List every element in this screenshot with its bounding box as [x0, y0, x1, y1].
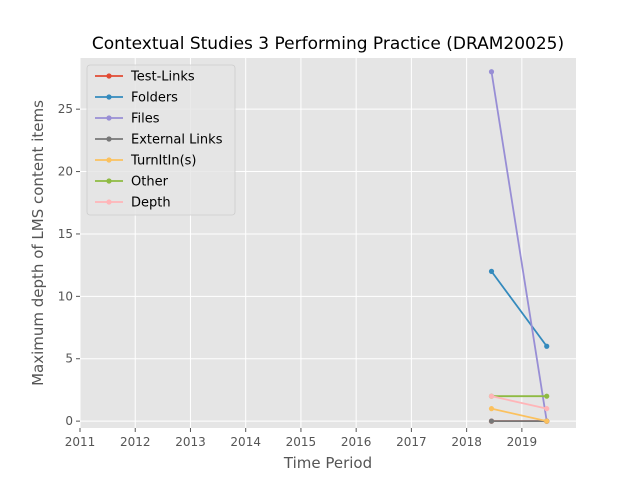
x-tick-label: 2017: [396, 435, 427, 449]
data-point: [488, 69, 495, 75]
series-line: [491, 407, 547, 423]
series-line: [490, 270, 548, 347]
data-point: [544, 343, 550, 349]
series-layer: [488, 69, 550, 424]
legend-frame: [86, 64, 236, 216]
y-tick-label: 0: [65, 414, 73, 428]
x-tick-label: 2012: [120, 435, 151, 449]
legend-label: TurnItIn(s): [130, 154, 196, 169]
data-point: [488, 406, 495, 412]
y-tick-label: 15: [58, 227, 73, 241]
legend-marker: [106, 115, 112, 121]
legend-label: Other: [131, 175, 169, 190]
legend-item: Other: [95, 175, 169, 190]
legend-label: External Links: [131, 133, 223, 148]
x-tick-label: 2014: [230, 435, 261, 449]
data-point: [488, 268, 495, 274]
data-point: [544, 418, 550, 424]
x-tick-label: 2018: [451, 435, 482, 449]
gridlines: [79, 58, 576, 428]
legend-item: Files: [95, 112, 160, 127]
series-folders: [488, 268, 550, 349]
legend-marker: [106, 178, 112, 184]
legend-marker: [106, 199, 112, 205]
series-turnitin-s: [488, 406, 550, 424]
series-line: [490, 71, 548, 422]
x-tick-label: 2016: [341, 435, 372, 449]
legend-item: Test-Links: [95, 70, 195, 85]
x-tick-label: 2011: [65, 435, 96, 449]
legend-item: External Links: [95, 133, 223, 148]
y-tick-label: 20: [58, 165, 73, 179]
legend-label: Files: [131, 112, 160, 127]
legend-marker: [106, 136, 112, 142]
legend-label: Depth: [131, 196, 171, 211]
legend-item: TurnItIn(s): [95, 154, 196, 169]
y-tick-label: 10: [58, 289, 73, 303]
legend-item: Folders: [95, 91, 178, 106]
data-point: [544, 406, 550, 412]
legend-label: Test-Links: [130, 70, 195, 85]
legend-label: Folders: [131, 91, 178, 106]
y-tick-label: 25: [58, 102, 73, 116]
legend-item: Depth: [95, 196, 171, 211]
x-tick-label: 2019: [507, 435, 538, 449]
chart-title: Contextual Studies 3 Performing Practice…: [92, 34, 564, 54]
x-axis-label: Time Period: [283, 454, 372, 472]
legend-marker: [106, 157, 112, 163]
y-tick-label: 5: [65, 352, 73, 366]
y-axis-label: Maximum depth of LMS content items: [29, 100, 47, 386]
series-line: [491, 395, 547, 410]
axis-ticks: 2011 2012 2013 2014 2015 2016 2017 2018 20190510…: [58, 102, 537, 449]
data-point: [544, 393, 550, 399]
data-point: [488, 393, 495, 399]
legend-marker: [106, 94, 112, 100]
x-tick-label: 2015: [286, 435, 317, 449]
x-tick-label: 2013: [175, 435, 206, 449]
legend-marker: [106, 73, 112, 79]
series-depth: [488, 393, 550, 412]
data-point: [488, 418, 495, 424]
legend: Test-Links Folders Files External Links Turn…: [86, 64, 236, 216]
